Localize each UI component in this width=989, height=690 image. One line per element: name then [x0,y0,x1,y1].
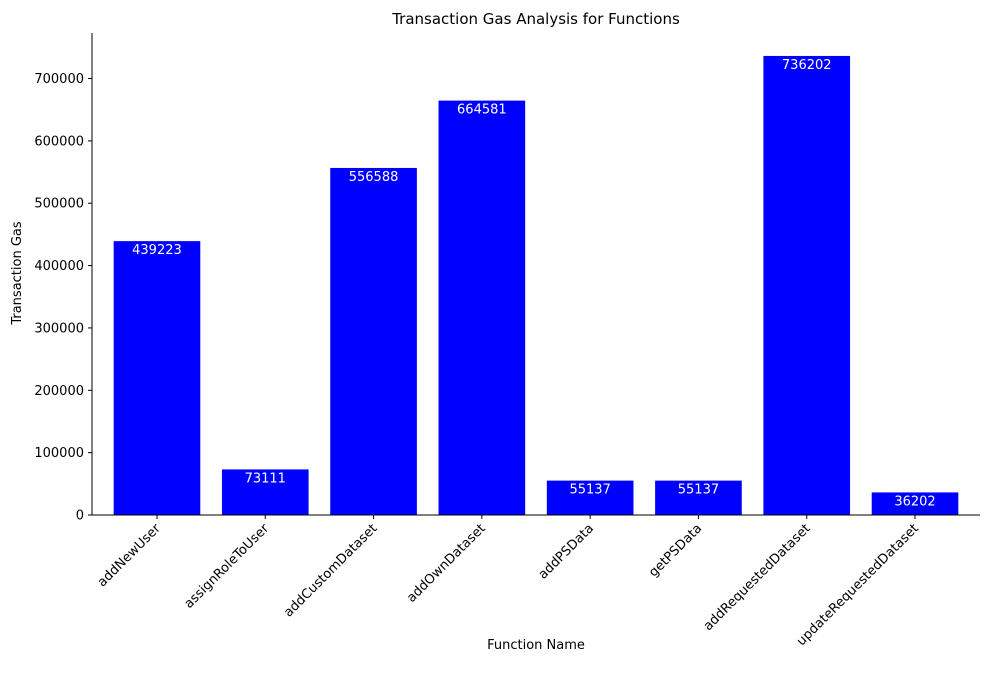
x-tick-label-assignRoleToUser: assignRoleToUser [182,521,273,612]
x-axis-label: Function Name [487,638,585,653]
x-tick-label-addCustomDataset: addCustomDataset [281,521,380,620]
bar-addOwnDataset [438,100,526,515]
x-tick-label-getPSData: getPSData [646,521,705,580]
y-tick-label-700000: 700000 [34,72,84,87]
data-label-addCustomDataset: 556588 [349,170,399,185]
x-axis: addNewUser assignRoleToUser addCustomDatas… [92,514,980,649]
y-tick-label-400000: 400000 [34,259,84,274]
data-label-addPSData: 55137 [569,483,610,498]
data-label-assignRoleToUser: 73111 [245,471,286,486]
y-tick-label-200000: 200000 [34,384,84,399]
data-label-getPSData: 55137 [678,483,719,498]
y-tick-label-300000: 300000 [34,321,84,336]
x-tick-label-addOwnDataset: addOwnDataset [404,521,488,605]
y-axis: 0 100000 200000 300000 400000 500000 600000 700… [34,33,93,524]
data-label-addRequestedDataset: 736202 [782,58,832,73]
data-label-addNewUser: 439223 [132,243,182,258]
y-tick-label-600000: 600000 [34,134,84,149]
bar-addPSData [546,480,634,515]
y-axis-label: Transaction Gas [10,221,25,326]
data-label-updateRequestedDataset: 36202 [894,494,935,509]
bar-getPSData [655,480,742,515]
bar-addCustomDataset [330,167,417,515]
x-tick-label-updateRequestedDataset: updateRequestedDataset [794,521,922,649]
y-tick-label-500000: 500000 [34,197,84,212]
y-tick-label-0: 0 [76,509,84,524]
data-label-addOwnDataset: 664581 [457,103,507,118]
bar-updateRequestedDataset [871,492,959,515]
x-tick-label-addNewUser: addNewUser [95,521,164,590]
x-tick-label-addRequestedDataset: addRequestedDataset [701,521,814,634]
y-tick-label-100000: 100000 [34,446,84,461]
data-labels-group: 439223 73111 556588 664581 55137 55137 736202 3… [132,58,936,509]
x-tick-label-addPSData: addPSData [536,521,597,582]
bar-addRequestedDataset [763,55,851,515]
bars-group [113,55,959,516]
bar-assignRoleToUser [221,469,309,515]
bar-addNewUser [113,241,201,516]
chart-title: Transaction Gas Analysis for Functions [391,10,680,28]
